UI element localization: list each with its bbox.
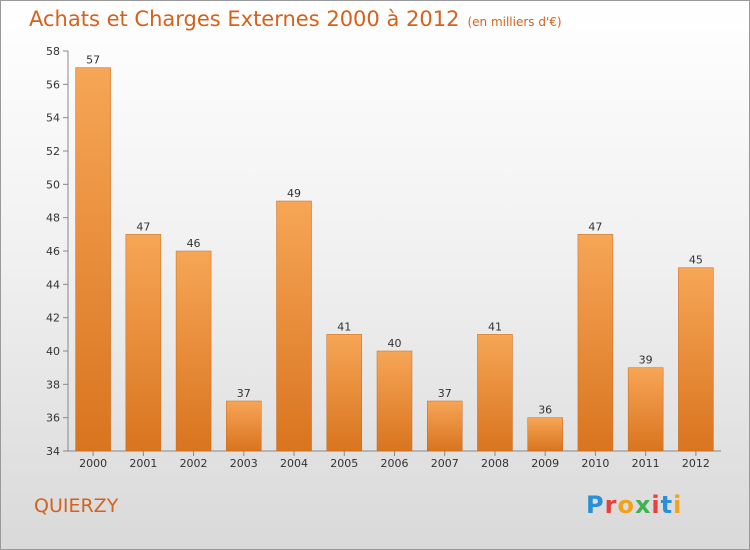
data-label: 46 (187, 237, 201, 250)
x-tick-label: 2008 (481, 457, 509, 470)
bar-2004[interactable] (276, 200, 312, 452)
chart-title: Achats et Charges Externes 2000 à 2012 (e… (29, 7, 562, 31)
y-tick-label: 58 (46, 45, 60, 58)
x-tick-label: 2004 (280, 457, 308, 470)
y-tick-label: 40 (46, 345, 60, 358)
bar-2012[interactable] (678, 267, 714, 452)
y-tick-label: 34 (46, 445, 60, 458)
x-tick-label: 2010 (581, 457, 609, 470)
y-tick-label: 48 (46, 212, 60, 225)
data-label: 47 (136, 220, 150, 233)
y-tick-label: 38 (46, 378, 60, 391)
logo-letter: i (651, 491, 661, 519)
bar-2003[interactable] (226, 400, 262, 452)
bar-2009[interactable] (527, 417, 563, 452)
x-tick-label: 2006 (381, 457, 409, 470)
place-name: QUIERZY (34, 495, 119, 517)
bar-2008[interactable] (477, 334, 513, 452)
x-tick-label: 2009 (531, 457, 559, 470)
bar-2000[interactable] (75, 67, 111, 452)
x-tick-label: 2005 (330, 457, 358, 470)
bar-2005[interactable] (326, 334, 363, 452)
logo-letter: o (617, 491, 635, 519)
data-label: 45 (689, 254, 703, 267)
logo-letter: x (634, 491, 652, 519)
y-tick-label: 50 (46, 178, 60, 191)
data-label: 37 (438, 387, 452, 400)
bars: 57 47 46 37 49 41 40 37 41 36 47 39 45 (75, 54, 714, 452)
data-label: 57 (86, 54, 100, 67)
chart-subtitle: (en milliers d'€) (467, 15, 562, 29)
data-label: 37 (237, 387, 251, 400)
bar-2001[interactable] (125, 234, 162, 452)
logo-letter: t (660, 491, 674, 519)
title-text: Achats et Charges Externes 2000 à 2012 (29, 7, 460, 31)
x-tick-label: 2012 (682, 457, 710, 470)
axes: 34 36 38 40 42 44 46 48 50 52 54 56 58 2000 2001 2002 20… (46, 45, 721, 470)
data-label: 47 (588, 220, 602, 233)
data-label: 40 (388, 337, 402, 350)
y-tick-label: 42 (46, 312, 60, 325)
x-tick-label: 2007 (431, 457, 459, 470)
y-tick-label: 52 (46, 145, 60, 158)
y-tick-label: 44 (46, 278, 60, 291)
bar-2007[interactable] (426, 400, 463, 452)
data-label: 41 (488, 320, 502, 333)
logo-letter: r (604, 491, 618, 519)
data-label: 39 (639, 354, 653, 367)
y-tick-label: 46 (46, 245, 60, 258)
x-tick-label: 2002 (180, 457, 208, 470)
data-label: 36 (538, 404, 552, 417)
x-tick-label: 2003 (230, 457, 258, 470)
y-tick-label: 36 (46, 412, 60, 425)
y-tick-label: 54 (46, 112, 60, 125)
logo-letter: i (673, 491, 683, 519)
bar-2006[interactable] (376, 350, 413, 452)
x-tick-label: 2000 (79, 457, 107, 470)
bar-2011[interactable] (627, 367, 664, 452)
x-tick-label: 2001 (129, 457, 157, 470)
bar-2002[interactable] (175, 250, 212, 452)
y-tick-label: 56 (46, 78, 60, 91)
bar-2010[interactable] (577, 234, 614, 452)
data-label: 41 (337, 320, 351, 333)
x-tick-label: 2011 (632, 457, 660, 470)
logo-letter: P (586, 491, 605, 519)
proxiti-logo[interactable]: Proxiti (586, 491, 682, 519)
data-label: 49 (287, 187, 301, 200)
